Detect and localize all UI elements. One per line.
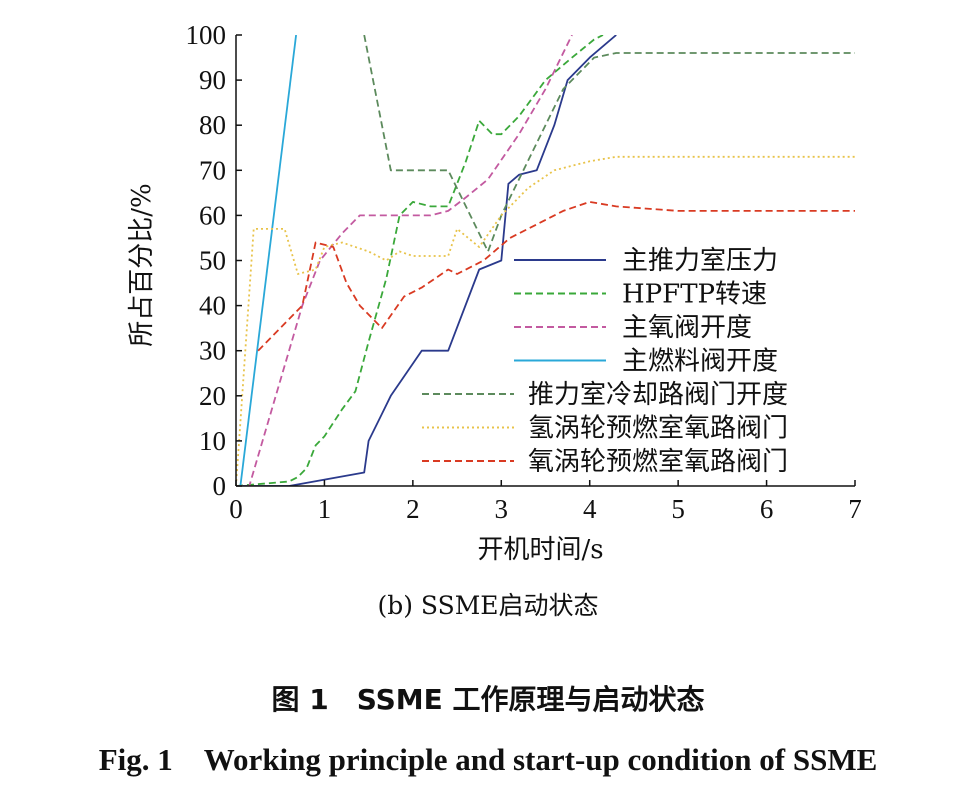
x-tick-label: 1	[318, 494, 332, 524]
figure-caption-chinese: 图 1 SSME 工作原理与启动状态	[271, 683, 705, 716]
y-tick-label: 90	[199, 65, 226, 95]
x-axis-title: 开机时间/s	[477, 535, 603, 565]
y-tick-label: 20	[199, 381, 226, 411]
series-line-3	[236, 35, 573, 486]
y-tick-label: 40	[199, 291, 226, 321]
y-tick-label: 70	[199, 155, 226, 185]
legend-label-2: HPFTP转速	[622, 280, 767, 310]
legend-label-1: 主推力室压力	[622, 246, 778, 276]
x-tick-label: 2	[406, 494, 420, 524]
x-tick-label: 6	[760, 494, 774, 524]
y-tick-label: 60	[199, 200, 226, 230]
subfigure-caption: (b) SSME启动状态	[377, 591, 599, 620]
figure-caption-english: Fig. 1 Working principle and start-up co…	[98, 742, 878, 777]
series-line-2	[236, 35, 604, 486]
legend: 主推力室压力 HPFTP转速主氧阀开度主燃料阀开度推力室冷却路阀门开度氢涡轮预燃室…	[422, 246, 788, 477]
x-tick-label: 7	[848, 494, 862, 524]
legend-label-4: 主燃料阀开度	[622, 347, 778, 377]
series-line-4	[239, 35, 297, 486]
y-tick-label: 30	[199, 336, 226, 366]
y-tick-label: 10	[199, 426, 226, 456]
y-axis-title: 所占百分比/%	[127, 183, 157, 346]
legend-label-3: 主氧阀开度	[622, 313, 752, 343]
x-tick-label: 4	[583, 494, 597, 524]
series-line-7	[257, 200, 855, 352]
series-line-6	[236, 155, 855, 486]
series-line-5	[363, 35, 855, 253]
x-tick-label: 0	[229, 494, 243, 524]
y-tick-label: 50	[199, 246, 226, 276]
legend-label-6: 氢涡轮预燃室氧路阀门	[528, 414, 788, 444]
y-tick-label: 0	[213, 471, 227, 501]
legend-label-5: 推力室冷却路阀门开度	[528, 380, 788, 410]
x-tick-label: 5	[671, 494, 685, 524]
series-line-1	[236, 35, 617, 486]
y-tick-label: 100	[186, 20, 227, 50]
series-layer	[236, 35, 855, 486]
legend-label-7: 氧涡轮预燃室氧路阀门	[528, 447, 788, 477]
x-tick-label: 3	[495, 494, 509, 524]
y-tick-label: 80	[199, 110, 226, 140]
